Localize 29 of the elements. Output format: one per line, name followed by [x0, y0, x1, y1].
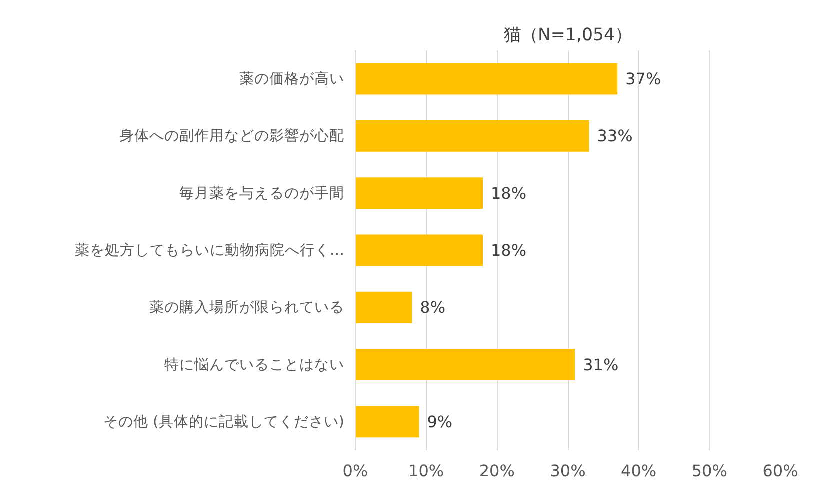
data-label: 31%: [583, 355, 619, 374]
data-label: 9%: [427, 412, 453, 432]
bar: [356, 292, 412, 324]
y-tick-label: 身体への副作用などの影響が心配: [120, 128, 344, 145]
y-tick-label: 毎月薬を与えるのが手間: [180, 184, 344, 202]
x-tick-label: 30%: [550, 462, 586, 480]
y-tick-label: 薬を処方してもらいに動物病院へ行く…: [74, 242, 344, 259]
data-label: 18%: [491, 184, 527, 203]
x-tick-label: 10%: [408, 462, 444, 480]
bar: [356, 349, 576, 380]
data-label: 33%: [597, 126, 633, 146]
bar: [356, 406, 420, 438]
bar: [356, 63, 618, 95]
y-tick-label: 特に悩んでいることはない: [164, 356, 344, 374]
bar: [356, 178, 483, 210]
data-label: 37%: [626, 70, 662, 89]
x-tick-label: 40%: [621, 462, 657, 480]
x-tick-label: 50%: [692, 462, 728, 480]
bar: [356, 234, 483, 266]
y-tick-label: その他 (具体的に記載してください): [103, 413, 345, 430]
chart-title: 猫（N=1,054）: [504, 26, 632, 46]
data-label: 18%: [491, 241, 527, 260]
bar: [356, 120, 590, 152]
data-label: 8%: [420, 298, 446, 318]
y-tick-label: 薬の購入場所が限られている: [150, 299, 344, 316]
x-tick-label: 60%: [762, 462, 798, 480]
y-tick-label: 薬の価格が高い: [240, 70, 344, 88]
x-tick-label: 20%: [479, 462, 515, 480]
x-tick-label: 0%: [342, 462, 368, 480]
